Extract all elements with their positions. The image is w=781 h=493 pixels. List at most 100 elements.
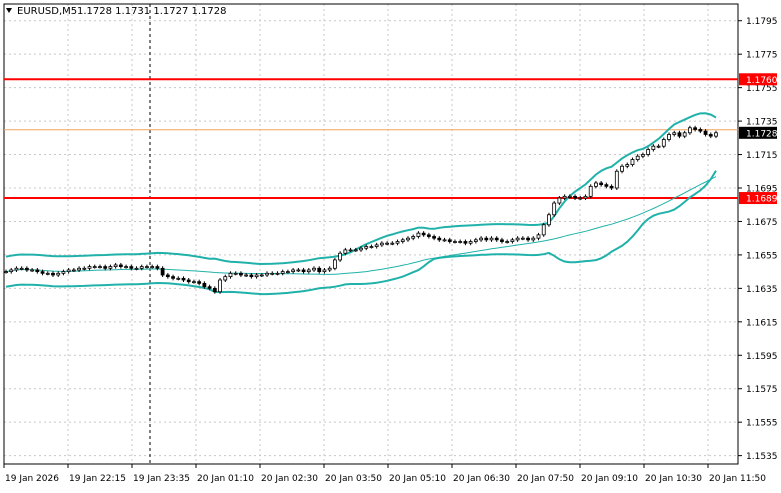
triangle-down-icon[interactable] — [6, 8, 12, 13]
candle-body — [92, 266, 97, 269]
candle-body — [317, 267, 322, 273]
y-tick-label: 1.1735 — [746, 118, 778, 128]
candle-body — [515, 237, 520, 241]
candle-body — [108, 266, 113, 269]
plot-frame — [3, 3, 739, 465]
candle-body — [82, 267, 87, 270]
candle-body — [181, 277, 186, 281]
candle-body — [651, 145, 656, 150]
y-tick-label: 1.1755 — [746, 84, 778, 94]
x-tick-label: 19 Jan 22:15 — [69, 474, 126, 484]
candle-body — [687, 127, 692, 134]
candle-body — [66, 269, 71, 273]
candle-body — [541, 224, 546, 236]
candle-body — [458, 241, 463, 243]
candle-body — [426, 234, 431, 237]
y-tick-label: 1.1695 — [746, 185, 778, 195]
candle-body — [682, 132, 687, 137]
candle-body — [656, 145, 661, 148]
candle-body — [708, 134, 713, 137]
candle-body — [259, 274, 264, 277]
candle-body — [61, 271, 66, 274]
candle-body — [698, 129, 703, 132]
candle-body — [87, 266, 92, 269]
x-tick-label: 20 Jan 02:30 — [261, 474, 318, 484]
x-tick-label: 20 Jan 06:30 — [453, 474, 510, 484]
candle-body — [280, 271, 285, 274]
candle-body — [291, 269, 296, 273]
chart-header: EURUSD,M5 1.1728 1.1731 1.1727 1.1728 — [6, 6, 227, 17]
candle-body — [489, 237, 494, 241]
candle-body — [24, 267, 29, 271]
candle-body — [233, 272, 238, 275]
candle-body — [9, 269, 14, 273]
candle-body — [56, 272, 61, 276]
candle-body — [588, 185, 593, 197]
candle-body — [348, 249, 353, 252]
candle-body — [165, 274, 170, 278]
level-price-tag — [739, 192, 777, 205]
candle-body — [364, 246, 369, 249]
y-tick-label: 1.1595 — [746, 352, 778, 362]
y-tick-label: 1.1575 — [746, 385, 778, 395]
x-tick-label: 20 Jan 09:10 — [581, 474, 638, 484]
candle-body — [573, 195, 577, 199]
candle-body — [583, 195, 588, 199]
candle-body — [421, 232, 426, 236]
candle-body — [207, 286, 212, 289]
candle-body — [171, 276, 175, 279]
candle-body — [479, 237, 483, 241]
candle-body — [557, 197, 562, 204]
candle-body — [145, 266, 149, 269]
candle-body — [4, 271, 8, 274]
y-tick-label: 1.1615 — [746, 318, 778, 328]
candle-body — [254, 274, 259, 278]
candle-body — [155, 266, 160, 269]
candle-body — [19, 267, 24, 270]
candle-body — [552, 202, 557, 216]
candle-body — [390, 242, 395, 245]
candle-body — [400, 239, 405, 242]
candle-body — [286, 271, 290, 274]
candle-body — [327, 267, 332, 271]
candle-body — [71, 269, 76, 272]
candle-body — [129, 266, 134, 269]
candle-body — [536, 234, 541, 239]
candle-body — [249, 274, 254, 278]
candle-body — [306, 269, 311, 273]
candle-body — [505, 241, 510, 243]
candle-body — [312, 267, 316, 271]
candle-body — [703, 130, 708, 135]
symbol-timeframe: EURUSD,M5 — [17, 6, 77, 17]
level-price-label: 1.1689 — [746, 195, 778, 205]
candle-body — [473, 239, 478, 242]
y-tick-label: 1.1775 — [746, 51, 778, 61]
candle-body — [567, 195, 572, 198]
candle-body — [416, 232, 421, 237]
candle-body — [202, 282, 207, 288]
candle-body — [484, 237, 489, 241]
grid-layer — [4, 4, 738, 464]
candle-body — [693, 127, 698, 130]
candle-body — [51, 272, 55, 276]
y-tick-label: 1.1655 — [746, 251, 778, 261]
candle-body — [531, 237, 536, 241]
candle-body — [77, 267, 81, 271]
level-layer — [4, 78, 738, 200]
candle-body — [463, 241, 468, 244]
candle-body — [228, 272, 233, 278]
level-price-label: 1.1760 — [746, 76, 778, 86]
candle-body — [661, 139, 666, 147]
candle-body — [186, 279, 191, 283]
candle-body — [385, 242, 390, 245]
candle-body — [192, 281, 196, 284]
y-tick-label: 1.1715 — [746, 151, 778, 161]
y-tick-label: 1.1635 — [746, 285, 778, 295]
moving-average-line — [5, 176, 717, 275]
candle-body — [594, 182, 598, 187]
candle-body — [369, 246, 374, 248]
candle-body — [453, 241, 457, 243]
candle-body — [212, 287, 217, 293]
candle-body — [547, 214, 551, 226]
